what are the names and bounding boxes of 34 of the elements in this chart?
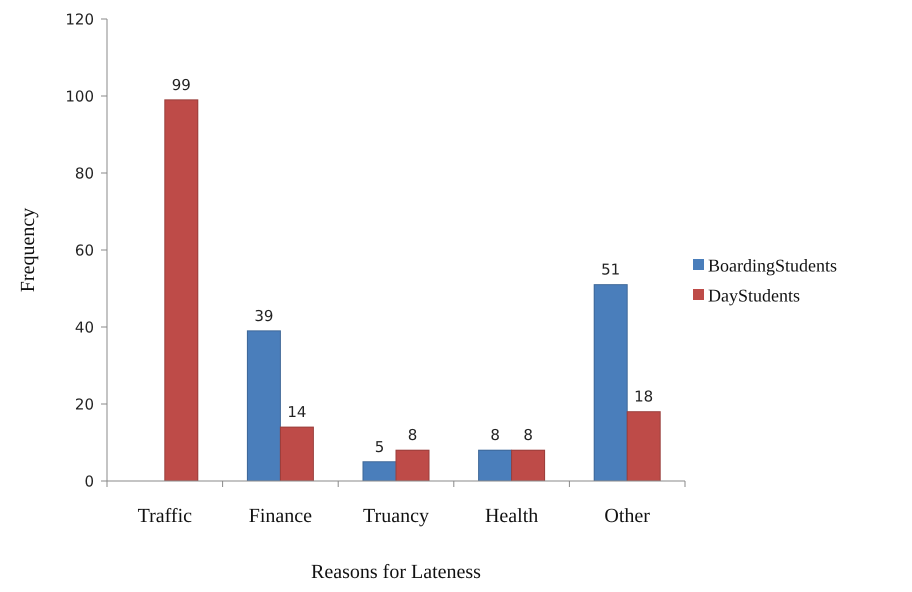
y-tick-label: 60	[74, 241, 94, 260]
bar	[280, 426, 314, 482]
data-label: 18	[634, 388, 654, 406]
data-label: 8	[523, 426, 533, 444]
data-label: 51	[601, 260, 620, 279]
y-tick-label: 20	[74, 395, 94, 414]
x-axis-title: Reasons for Lateness	[311, 561, 482, 583]
y-tick-label: 0	[84, 472, 94, 490]
data-label: 5	[374, 438, 384, 456]
bar	[594, 284, 628, 482]
bar	[478, 450, 512, 482]
legend-label: DayStudents	[708, 285, 800, 306]
bar	[626, 411, 661, 482]
bar	[164, 99, 198, 482]
data-label: 99	[172, 76, 191, 94]
data-label: 8	[490, 426, 500, 444]
bar	[246, 330, 281, 482]
x-tick-label: Finance	[248, 505, 312, 527]
y-tick-label: 120	[65, 10, 94, 28]
y-axis-title: Frequency	[17, 208, 39, 292]
data-label: 8	[408, 426, 418, 444]
bar	[511, 450, 546, 482]
data-label: 14	[287, 403, 306, 422]
y-tick-label: 100	[65, 87, 94, 106]
x-tick-label: Truancy	[363, 505, 429, 527]
x-tick-label: Health	[484, 505, 538, 527]
y-tick-label: 40	[74, 318, 94, 336]
legend-label: BoardingStudents	[708, 255, 837, 276]
bar	[396, 450, 430, 482]
bar	[362, 461, 396, 482]
x-tick-label: Traffic	[138, 505, 192, 527]
data-label: 39	[254, 306, 274, 325]
x-tick-label: Other	[604, 505, 650, 527]
y-tick-label: 80	[74, 164, 94, 182]
